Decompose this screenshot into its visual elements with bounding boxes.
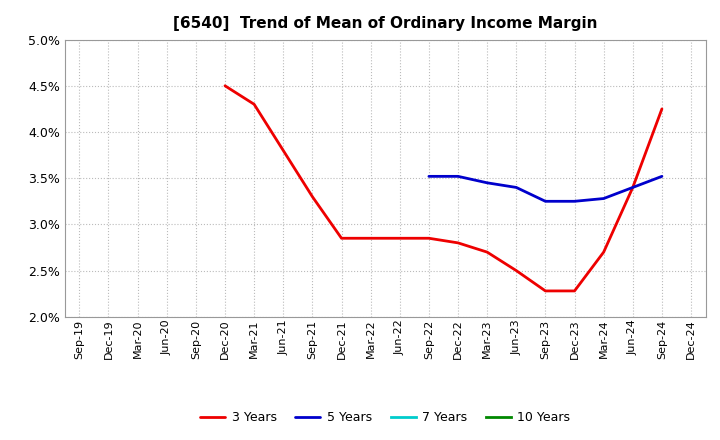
Line: 5 Years: 5 Years bbox=[429, 176, 662, 201]
5 Years bbox=[657, 174, 666, 179]
5 Years bbox=[570, 198, 579, 204]
5 Years bbox=[541, 198, 550, 204]
3 Years bbox=[512, 268, 521, 273]
3 Years bbox=[366, 235, 375, 241]
Legend: 3 Years, 5 Years, 7 Years, 10 Years: 3 Years, 5 Years, 7 Years, 10 Years bbox=[195, 406, 575, 429]
5 Years bbox=[629, 185, 637, 190]
3 Years bbox=[454, 240, 462, 246]
Line: 3 Years: 3 Years bbox=[225, 86, 662, 291]
5 Years bbox=[425, 174, 433, 179]
3 Years bbox=[541, 288, 550, 293]
3 Years bbox=[337, 235, 346, 241]
Title: [6540]  Trend of Mean of Ordinary Income Margin: [6540] Trend of Mean of Ordinary Income … bbox=[173, 16, 598, 32]
3 Years bbox=[599, 249, 608, 255]
5 Years bbox=[599, 196, 608, 201]
3 Years bbox=[279, 148, 287, 153]
5 Years bbox=[454, 174, 462, 179]
3 Years bbox=[483, 249, 492, 255]
3 Years bbox=[250, 102, 258, 107]
5 Years bbox=[483, 180, 492, 185]
3 Years bbox=[570, 288, 579, 293]
3 Years bbox=[425, 235, 433, 241]
3 Years bbox=[657, 106, 666, 111]
3 Years bbox=[629, 185, 637, 190]
3 Years bbox=[395, 235, 404, 241]
5 Years bbox=[512, 185, 521, 190]
3 Years bbox=[220, 83, 229, 88]
3 Years bbox=[308, 194, 317, 199]
